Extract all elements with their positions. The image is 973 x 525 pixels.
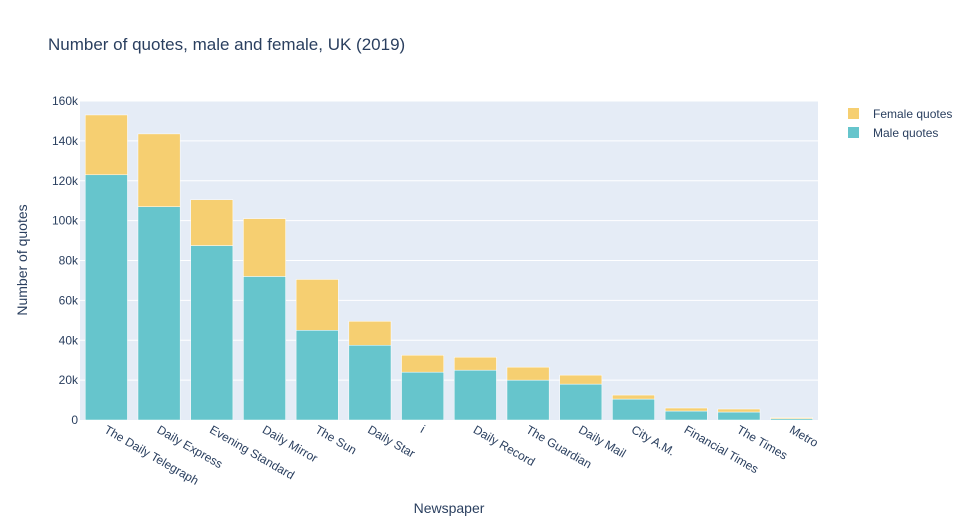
bar-female bbox=[190, 199, 234, 246]
bars bbox=[85, 114, 813, 421]
bar-male bbox=[243, 276, 286, 421]
y-tick-label: 100k bbox=[52, 214, 79, 228]
bar-female bbox=[612, 394, 655, 400]
bar-male bbox=[664, 410, 708, 421]
bar-male bbox=[506, 379, 550, 421]
x-tick-label: i bbox=[418, 422, 427, 435]
x-tick-label: City A.M. bbox=[629, 422, 678, 458]
bar-female bbox=[770, 417, 813, 419]
bar-female bbox=[137, 133, 181, 207]
legend-swatch bbox=[848, 127, 859, 138]
bar-male bbox=[612, 398, 655, 421]
bar-male bbox=[559, 383, 603, 421]
y-tick-label: 80k bbox=[59, 254, 79, 268]
bar-female bbox=[348, 321, 392, 346]
x-tick-label: Metro bbox=[787, 422, 821, 450]
y-tick-label: 60k bbox=[59, 293, 79, 307]
chart-title: Number of quotes, male and female, UK (2… bbox=[48, 35, 405, 54]
bar-female bbox=[295, 279, 339, 331]
y-tick-label: 20k bbox=[59, 373, 79, 387]
y-tick-label: 40k bbox=[59, 333, 79, 347]
bar-male bbox=[190, 245, 234, 421]
bar-male bbox=[137, 206, 181, 421]
bar-female bbox=[243, 218, 286, 277]
y-tick-label: 120k bbox=[52, 174, 79, 188]
y-axis-title: Number of quotes bbox=[14, 204, 30, 315]
bar-male bbox=[401, 371, 444, 421]
x-tick-label: The Daily Telegraph bbox=[102, 422, 201, 487]
y-tick-label: 0 bbox=[71, 413, 78, 427]
bar-male bbox=[295, 330, 339, 421]
x-tick-label: Daily Star bbox=[365, 422, 417, 460]
bar-male bbox=[717, 411, 761, 421]
x-axis-title: Newspaper bbox=[414, 500, 485, 516]
y-axis-ticks: 0 20k 40k 60k 80k 100k 120k 140k 160k bbox=[52, 94, 79, 427]
bar-female bbox=[85, 114, 128, 176]
legend-label: Female quotes bbox=[873, 107, 952, 121]
legend-swatch bbox=[848, 108, 859, 119]
bar-female bbox=[717, 408, 761, 413]
legend: Female quotes Male quotes bbox=[848, 107, 952, 140]
bar-female bbox=[401, 354, 444, 373]
y-tick-label: 160k bbox=[52, 94, 79, 108]
bar-male bbox=[85, 174, 128, 421]
bar-female bbox=[664, 407, 708, 412]
bar-female bbox=[506, 366, 550, 381]
y-tick-label: 140k bbox=[52, 134, 79, 148]
bar-female bbox=[454, 356, 497, 371]
bar-female bbox=[559, 374, 603, 385]
bar-male bbox=[348, 344, 392, 421]
legend-label: Male quotes bbox=[873, 126, 938, 140]
bar-male bbox=[454, 369, 497, 421]
